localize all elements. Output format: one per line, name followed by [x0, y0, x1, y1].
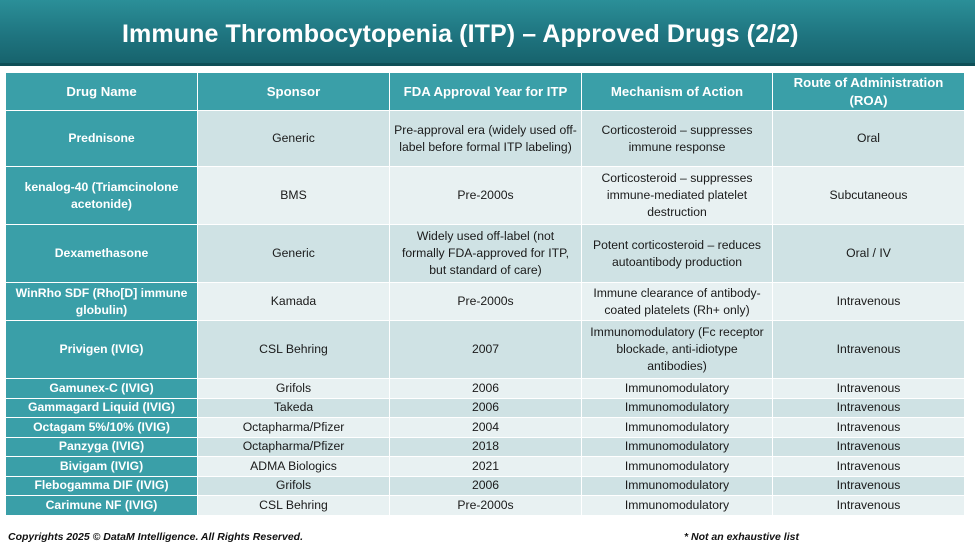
copyright-text: Copyrights 2025 © DataM Intelligence. Al…: [8, 531, 304, 543]
footnote-text: * Not an exhaustive list: [684, 531, 799, 543]
drug-name-cell: Flebogamma DIF (IVIG): [5, 475, 198, 496]
approval-year-cell: 2006: [389, 397, 582, 418]
drug-name-cell: Bivigam (IVIG): [5, 456, 198, 477]
sponsor-cell: Kamada: [197, 282, 390, 321]
mechanism-cell: Potent corticosteroid – reduces autoanti…: [581, 224, 773, 283]
drug-name-cell: Privigen (IVIG): [5, 320, 198, 379]
table-row: kenalog-40 (Triamcinolone acetonide) BMS…: [5, 166, 965, 225]
column-header-fda-approval-year: FDA Approval Year for ITP: [389, 72, 582, 111]
table-row: Flebogamma DIF (IVIG) Grifols 2006 Immun…: [5, 475, 965, 496]
drug-name-cell: kenalog-40 (Triamcinolone acetonide): [5, 166, 198, 225]
sponsor-cell: Generic: [197, 224, 390, 283]
approved-drugs-table: Drug Name Sponsor FDA Approval Year for …: [5, 72, 965, 516]
mechanism-cell: Corticosteroid – suppresses immune-media…: [581, 166, 773, 225]
drug-name-cell: Gamunex-C (IVIG): [5, 378, 198, 399]
approval-year-cell: 2004: [389, 417, 582, 438]
drug-name-cell: Octagam 5%/10% (IVIG): [5, 417, 198, 438]
approval-year-cell: 2006: [389, 475, 582, 496]
table-row: Gamunex-C (IVIG) Grifols 2006 Immunomodu…: [5, 378, 965, 399]
mechanism-cell: Immunomodulatory: [581, 495, 773, 516]
mechanism-cell: Immunomodulatory (Fc receptor blockade, …: [581, 320, 773, 379]
route-cell: Intravenous: [772, 282, 965, 321]
drug-name-cell: Panzyga (IVIG): [5, 436, 198, 457]
column-header-sponsor: Sponsor: [197, 72, 390, 111]
sponsor-cell: Octapharma/Pfizer: [197, 417, 390, 438]
mechanism-cell: Immune clearance of antibody-coated plat…: [581, 282, 773, 321]
drug-name-cell: Prednisone: [5, 110, 198, 167]
mechanism-cell: Immunomodulatory: [581, 397, 773, 418]
title-banner: Immune Thrombocytopenia (ITP) – Approved…: [0, 0, 975, 66]
column-header-route: Route of Administration (ROA): [772, 72, 965, 111]
route-cell: Intravenous: [772, 417, 965, 438]
approval-year-cell: Pre-approval era (widely used off-label …: [389, 110, 582, 167]
approval-year-cell: Pre-2000s: [389, 282, 582, 321]
sponsor-cell: CSL Behring: [197, 495, 390, 516]
approval-year-cell: 2018: [389, 436, 582, 457]
table-header-row: Drug Name Sponsor FDA Approval Year for …: [5, 72, 965, 111]
mechanism-cell: Immunomodulatory: [581, 475, 773, 496]
mechanism-cell: Immunomodulatory: [581, 378, 773, 399]
approval-year-cell: 2007: [389, 320, 582, 379]
drug-name-cell: Gammagard Liquid (IVIG): [5, 397, 198, 418]
route-cell: Subcutaneous: [772, 166, 965, 225]
table-row: Gammagard Liquid (IVIG) Takeda 2006 Immu…: [5, 397, 965, 418]
route-cell: Intravenous: [772, 475, 965, 496]
route-cell: Intravenous: [772, 495, 965, 516]
sponsor-cell: CSL Behring: [197, 320, 390, 379]
column-header-drug-name: Drug Name: [5, 72, 198, 111]
sponsor-cell: Takeda: [197, 397, 390, 418]
route-cell: Intravenous: [772, 456, 965, 477]
mechanism-cell: Immunomodulatory: [581, 456, 773, 477]
table-row: Dexamethasone Generic Widely used off-la…: [5, 224, 965, 283]
drug-name-cell: WinRho SDF (Rho[D] immune globulin): [5, 282, 198, 321]
route-cell: Intravenous: [772, 378, 965, 399]
mechanism-cell: Corticosteroid – suppresses immune respo…: [581, 110, 773, 167]
route-cell: Intravenous: [772, 397, 965, 418]
mechanism-cell: Immunomodulatory: [581, 417, 773, 438]
table-row: WinRho SDF (Rho[D] immune globulin) Kama…: [5, 282, 965, 321]
sponsor-cell: ADMA Biologics: [197, 456, 390, 477]
approval-year-cell: Pre-2000s: [389, 166, 582, 225]
sponsor-cell: Octapharma/Pfizer: [197, 436, 390, 457]
drug-name-cell: Carimune NF (IVIG): [5, 495, 198, 516]
table-row: Privigen (IVIG) CSL Behring 2007 Immunom…: [5, 320, 965, 379]
table-row: Bivigam (IVIG) ADMA Biologics 2021 Immun…: [5, 456, 965, 477]
route-cell: Intravenous: [772, 320, 965, 379]
page-title: Immune Thrombocytopenia (ITP) – Approved…: [122, 20, 799, 48]
table-row: Panzyga (IVIG) Octapharma/Pfizer 2018 Im…: [5, 436, 965, 457]
route-cell: Oral / IV: [772, 224, 965, 283]
approval-year-cell: Widely used off-label (not formally FDA-…: [389, 224, 582, 283]
table-row: Prednisone Generic Pre-approval era (wid…: [5, 110, 965, 167]
approval-year-cell: Pre-2000s: [389, 495, 582, 516]
mechanism-cell: Immunomodulatory: [581, 436, 773, 457]
sponsor-cell: BMS: [197, 166, 390, 225]
approval-year-cell: 2021: [389, 456, 582, 477]
table-row: Carimune NF (IVIG) CSL Behring Pre-2000s…: [5, 495, 965, 516]
table-row: Octagam 5%/10% (IVIG) Octapharma/Pfizer …: [5, 417, 965, 438]
sponsor-cell: Generic: [197, 110, 390, 167]
sponsor-cell: Grifols: [197, 378, 390, 399]
route-cell: Intravenous: [772, 436, 965, 457]
sponsor-cell: Grifols: [197, 475, 390, 496]
drug-name-cell: Dexamethasone: [5, 224, 198, 283]
route-cell: Oral: [772, 110, 965, 167]
column-header-mechanism: Mechanism of Action: [581, 72, 773, 111]
approval-year-cell: 2006: [389, 378, 582, 399]
